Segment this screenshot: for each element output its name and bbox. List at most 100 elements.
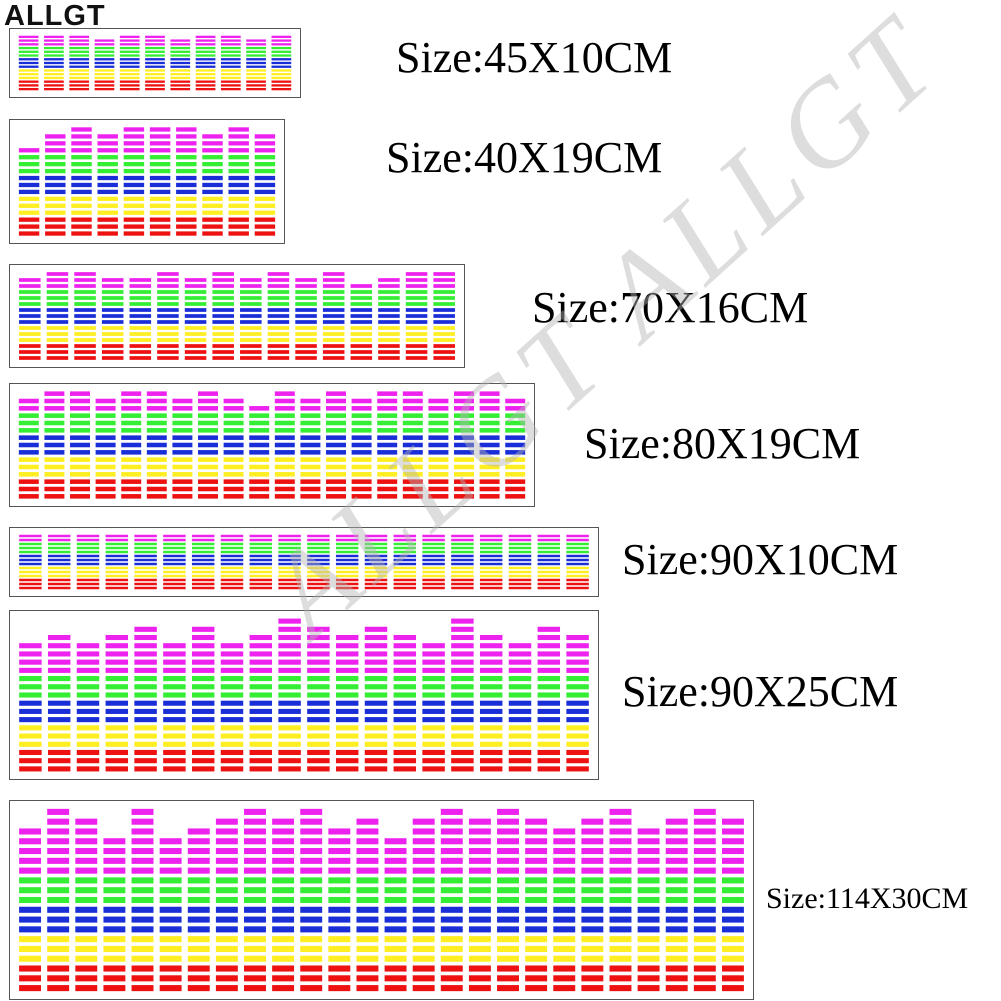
eq-segment-red bbox=[274, 486, 295, 492]
eq-segment-red bbox=[274, 479, 295, 484]
eq-segment-yellow bbox=[172, 472, 193, 477]
eq-segment-yellow bbox=[191, 741, 215, 747]
eq-segment-green bbox=[422, 676, 445, 682]
eq-segment-green bbox=[335, 692, 359, 698]
eq-segment-green bbox=[422, 684, 445, 690]
eq-segment-yellow bbox=[76, 725, 100, 731]
eq-segment-magenta bbox=[249, 643, 273, 649]
eq-segment-blue bbox=[665, 916, 688, 923]
eq-segment-yellow bbox=[581, 955, 604, 962]
eq-segment-yellow bbox=[468, 945, 491, 952]
eq-segment-blue bbox=[300, 926, 323, 933]
eq-segment-magenta bbox=[254, 141, 276, 146]
eq-segment-blue bbox=[351, 435, 372, 440]
eq-segment-green bbox=[134, 684, 157, 690]
eq-segment-magenta bbox=[47, 857, 70, 864]
eq-segment-green bbox=[254, 168, 276, 174]
eq-segment-green bbox=[75, 887, 98, 894]
eq-segment-yellow bbox=[271, 69, 292, 72]
eq-segment-blue bbox=[497, 926, 519, 933]
eq-segment-red bbox=[433, 350, 455, 354]
eq-segment-red bbox=[19, 749, 42, 756]
eq-segment-yellow bbox=[176, 203, 197, 208]
eq-segment-red bbox=[149, 217, 171, 222]
eq-segment-green bbox=[223, 428, 244, 433]
eq-segment-magenta bbox=[76, 534, 100, 538]
eq-segment-green bbox=[433, 296, 455, 300]
eq-segment-green bbox=[46, 296, 69, 300]
eq-segment-blue bbox=[479, 554, 503, 558]
eq-segment-green bbox=[223, 420, 244, 426]
eq-segment-blue bbox=[326, 435, 346, 440]
eq-segment-yellow bbox=[94, 73, 115, 76]
size-label-90x25: Size:90X25CM bbox=[622, 667, 899, 716]
eq-segment-blue bbox=[159, 906, 182, 913]
eq-segment-green bbox=[74, 302, 96, 306]
eq-segment-green bbox=[326, 428, 346, 433]
eq-segment-red bbox=[384, 965, 407, 972]
eq-segment-red bbox=[300, 975, 323, 982]
eq-segment-magenta bbox=[254, 148, 276, 153]
eq-segment-yellow bbox=[145, 76, 165, 80]
eq-segment-magenta bbox=[581, 867, 604, 874]
eq-segment-blue bbox=[454, 450, 474, 455]
eq-segment-red bbox=[157, 350, 179, 354]
eq-segment-blue bbox=[18, 65, 39, 68]
eq-segment-green bbox=[566, 546, 589, 550]
eq-segment-green bbox=[351, 413, 372, 418]
eq-segment-yellow bbox=[497, 945, 519, 952]
eq-segment-yellow bbox=[18, 76, 39, 80]
eq-segment-red bbox=[163, 586, 186, 590]
eq-segment-yellow bbox=[356, 945, 379, 952]
eq-segment-yellow bbox=[176, 210, 197, 215]
eq-segment-green bbox=[70, 413, 90, 418]
eq-segment-red bbox=[307, 586, 330, 590]
eq-segment-blue bbox=[47, 554, 71, 558]
product-panel-114x30 bbox=[9, 800, 754, 1000]
eq-segment-magenta bbox=[215, 838, 238, 845]
eq-segment-magenta bbox=[198, 398, 218, 404]
eq-segment-blue bbox=[693, 916, 716, 923]
eq-segment-yellow bbox=[134, 733, 157, 739]
eq-segment-magenta bbox=[47, 848, 70, 855]
eq-segment-magenta bbox=[274, 391, 295, 396]
eq-segment-red bbox=[44, 494, 65, 499]
eq-segment-red bbox=[170, 87, 191, 91]
eq-segment-green bbox=[566, 676, 589, 682]
eq-segment-green bbox=[553, 887, 576, 894]
eq-segment-magenta bbox=[609, 848, 632, 855]
eq-segment-green bbox=[721, 877, 744, 884]
eq-segment-red bbox=[377, 479, 398, 484]
eq-segment-yellow bbox=[18, 203, 40, 208]
eq-segment-yellow bbox=[300, 936, 323, 943]
eq-segment-green bbox=[223, 413, 244, 418]
eq-segment-green bbox=[278, 546, 301, 550]
eq-segment-magenta bbox=[393, 651, 417, 657]
eq-segment-yellow bbox=[202, 203, 223, 208]
eq-segment-red bbox=[278, 766, 301, 772]
eq-segment-blue bbox=[195, 58, 216, 61]
eq-segment-magenta bbox=[45, 141, 66, 146]
eq-segment-red bbox=[69, 80, 90, 83]
eq-segment-red bbox=[508, 582, 532, 586]
eq-segment-red bbox=[146, 486, 167, 492]
eq-segment-magenta bbox=[440, 818, 463, 825]
eq-segment-green bbox=[44, 420, 65, 426]
eq-segment-blue bbox=[121, 442, 142, 448]
eq-segment-yellow bbox=[249, 472, 270, 477]
eq-segment-yellow bbox=[451, 574, 474, 578]
eq-segment-green bbox=[479, 692, 503, 698]
eq-segment-magenta bbox=[272, 857, 295, 864]
eq-segment-red bbox=[393, 578, 417, 582]
eq-segment-green bbox=[105, 692, 129, 698]
eq-segment-green bbox=[159, 887, 182, 894]
eq-segment-magenta bbox=[351, 398, 372, 404]
eq-segment-yellow bbox=[402, 472, 423, 477]
eq-segment-blue bbox=[134, 700, 157, 706]
eq-segment-green bbox=[47, 896, 70, 904]
eq-segment-red bbox=[76, 586, 100, 590]
eq-segment-yellow bbox=[350, 332, 373, 336]
eq-segment-yellow bbox=[451, 725, 474, 731]
eq-segment-red bbox=[97, 224, 118, 229]
eq-segment-yellow bbox=[223, 472, 244, 477]
